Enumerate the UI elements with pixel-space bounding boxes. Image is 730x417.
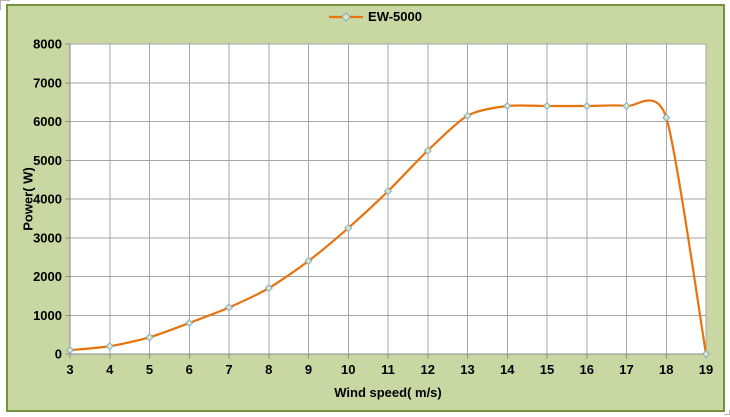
legend-label: EW-5000: [368, 9, 422, 24]
x-tick-label: 17: [619, 362, 633, 377]
data-point-marker: [701, 349, 711, 359]
y-axis-title: Power( W): [20, 167, 36, 231]
x-tick-label: 14: [500, 362, 515, 377]
y-tick-label: 3000: [33, 230, 62, 245]
data-point-marker: [383, 187, 393, 196]
x-tick-label: 19: [699, 362, 713, 377]
y-tick-label: 4000: [33, 192, 62, 207]
data-point-marker: [503, 101, 512, 111]
x-tick-label: 16: [580, 362, 594, 377]
x-tick-label: 13: [460, 362, 474, 377]
data-point-marker: [344, 223, 353, 233]
x-tick-label: 18: [659, 362, 673, 377]
x-tick-label: 4: [106, 362, 114, 377]
y-tick-label: 5000: [33, 153, 62, 168]
data-point-marker: [264, 284, 273, 293]
legend-diamond-icon: [341, 11, 351, 22]
y-tick-label: 2000: [33, 269, 62, 284]
data-point-marker: [145, 333, 154, 342]
data-point-marker: [662, 113, 671, 122]
x-tick-label: 10: [341, 362, 355, 377]
x-tick-label: 9: [305, 362, 312, 377]
data-point-marker: [224, 303, 234, 312]
x-tick-label: 6: [186, 362, 193, 377]
data-point-marker: [423, 146, 432, 155]
data-point-marker: [304, 256, 313, 266]
y-tick-label: 8000: [33, 37, 62, 52]
x-axis-title: Wind speed( m/s): [334, 385, 442, 400]
x-tick-label: 11: [381, 362, 395, 377]
x-tick-label: 3: [66, 362, 73, 377]
y-tick-label: 6000: [33, 114, 62, 129]
y-tick-label: 7000: [33, 75, 62, 90]
legend[interactable]: EW-5000: [328, 9, 422, 24]
data-point-marker: [185, 318, 194, 328]
x-tick-label: 12: [421, 362, 435, 377]
data-point-marker: [65, 346, 75, 355]
x-tick-label: 15: [540, 362, 554, 377]
data-point-marker: [622, 101, 631, 111]
y-tick-label: 1000: [33, 308, 62, 323]
data-point-marker: [542, 101, 552, 111]
x-tick-label: 5: [146, 362, 153, 377]
legend-series-marker-icon: [329, 11, 364, 22]
y-tick-label: 0: [55, 347, 62, 362]
x-tick-label: 8: [265, 362, 272, 377]
data-point-marker: [582, 101, 591, 111]
x-tick-label: 7: [225, 362, 232, 377]
data-point-marker: [105, 342, 114, 351]
data-point-marker: [463, 111, 472, 120]
